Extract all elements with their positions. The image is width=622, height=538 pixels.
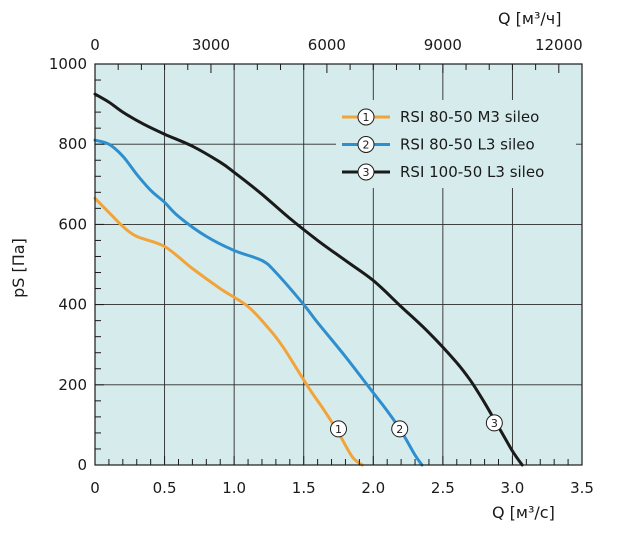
curve-marker-1 bbox=[330, 420, 347, 438]
y-tick-label: 400 bbox=[58, 296, 87, 314]
x-tick-label: 1.0 bbox=[222, 479, 246, 497]
curve-markers: 1 2 3 bbox=[330, 414, 503, 438]
legend-marker-label: 1 bbox=[363, 111, 370, 124]
x-tick-label: 2.5 bbox=[431, 479, 455, 497]
x-axis-title: Q [м³/с] bbox=[492, 503, 555, 522]
curve-marker-label: 1 bbox=[335, 423, 342, 436]
curve-marker-3 bbox=[485, 414, 503, 432]
curve-marker-label: 2 bbox=[396, 423, 403, 436]
legend-marker-1 bbox=[357, 108, 375, 126]
legend-marker-label: 2 bbox=[363, 139, 370, 152]
plot-frame bbox=[94, 63, 583, 466]
x2-tick-label: 12000 bbox=[535, 36, 583, 54]
y-axis-title: pS [Па] bbox=[9, 238, 28, 298]
series-layer bbox=[93, 92, 524, 467]
legend-entry-1: RSI 80-50 M3 sileo bbox=[400, 108, 539, 126]
x-tick-label: 3.5 bbox=[570, 479, 594, 497]
x-tick-label: 1.5 bbox=[292, 479, 316, 497]
x-tick-label: 2.0 bbox=[361, 479, 385, 497]
x2-axis-title: Q [м³/ч] bbox=[498, 9, 562, 28]
ticks: 0 0.5 1.0 1.5 2.0 2.5 3.0 3.50 3000 6000 9000 12000… bbox=[49, 36, 594, 497]
x2-tick-label: 3000 bbox=[192, 36, 230, 54]
series-line-3 bbox=[93, 92, 524, 467]
series-line-1 bbox=[93, 196, 364, 467]
y-tick-label: 600 bbox=[58, 215, 87, 233]
x-tick-label: 0 bbox=[90, 479, 100, 497]
y-tick-label: 800 bbox=[58, 135, 87, 153]
x-tick-label: 3.0 bbox=[500, 479, 524, 497]
x2-tick-label: 6000 bbox=[308, 36, 346, 54]
x2-tick-label: 0 bbox=[90, 36, 100, 54]
legend-marker-2 bbox=[357, 136, 375, 153]
y-tick-label: 200 bbox=[58, 376, 87, 394]
x2-tick-label: 9000 bbox=[424, 36, 462, 54]
legend-entry-2: RSI 80-50 L3 sileo bbox=[400, 136, 535, 154]
y-tick-label: 1000 bbox=[49, 55, 87, 73]
curve-marker-2 bbox=[391, 420, 409, 438]
legend: 1 RSI 80-50 M3 sileo 2 RSI 80-50 L3 sileo 3 R… bbox=[336, 100, 576, 188]
curve-marker-label: 3 bbox=[491, 417, 498, 430]
legend-marker-3 bbox=[357, 163, 375, 181]
x-tick-label: 0.5 bbox=[153, 479, 177, 497]
series-line-2 bbox=[93, 138, 424, 467]
legend-marker-label: 3 bbox=[363, 166, 370, 179]
y-tick-label: 0 bbox=[77, 456, 87, 474]
legend-entry-3: RSI 100-50 L3 sileo bbox=[400, 163, 544, 181]
